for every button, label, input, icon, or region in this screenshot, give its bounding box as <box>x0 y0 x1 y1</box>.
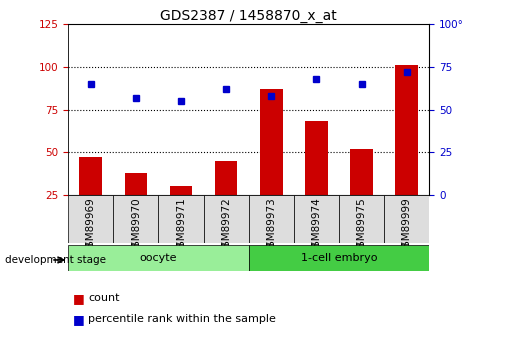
Bar <box>159 195 204 243</box>
Text: 1-cell embryo: 1-cell embryo <box>301 253 377 263</box>
Bar <box>125 173 147 195</box>
Text: GSM89969: GSM89969 <box>86 197 96 254</box>
Bar <box>305 121 328 195</box>
Bar <box>204 195 248 243</box>
Bar <box>260 89 283 195</box>
Text: GSM89972: GSM89972 <box>221 197 231 254</box>
Text: ■: ■ <box>72 313 84 326</box>
Bar <box>248 245 429 271</box>
Title: GDS2387 / 1458870_x_at: GDS2387 / 1458870_x_at <box>161 9 337 23</box>
Text: oocyte: oocyte <box>140 253 177 263</box>
Text: percentile rank within the sample: percentile rank within the sample <box>88 314 276 324</box>
Bar <box>68 195 113 243</box>
Bar <box>68 245 248 271</box>
Bar <box>170 186 192 195</box>
Bar <box>79 157 102 195</box>
Bar <box>384 195 429 243</box>
Text: GSM89975: GSM89975 <box>357 197 367 254</box>
Bar <box>350 149 373 195</box>
Bar <box>249 195 294 243</box>
Bar <box>215 161 237 195</box>
Text: development stage: development stage <box>5 255 106 265</box>
Bar <box>294 195 339 243</box>
Text: GSM89970: GSM89970 <box>131 197 141 254</box>
Text: ■: ■ <box>72 292 84 305</box>
Text: count: count <box>88 294 120 303</box>
Text: GSM89999: GSM89999 <box>401 197 412 254</box>
Text: GSM89971: GSM89971 <box>176 197 186 254</box>
Bar <box>113 195 159 243</box>
Bar <box>395 65 418 195</box>
Bar <box>339 195 384 243</box>
Text: GSM89974: GSM89974 <box>312 197 321 254</box>
Text: GSM89973: GSM89973 <box>266 197 276 254</box>
